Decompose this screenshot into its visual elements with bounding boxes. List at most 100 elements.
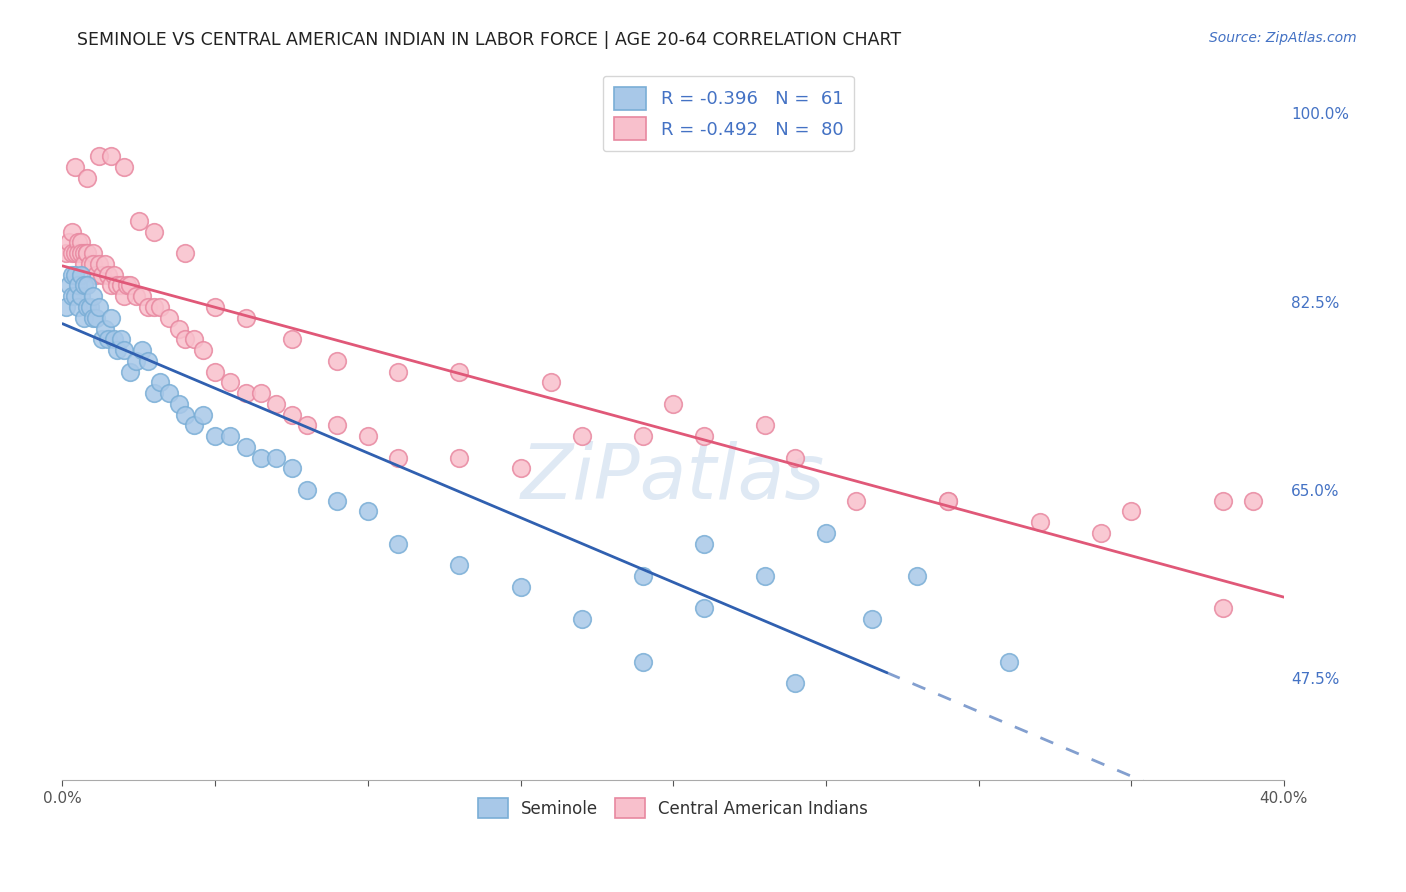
- Point: [509, 461, 531, 475]
- Point: [693, 429, 716, 443]
- Point: [357, 429, 380, 443]
- Point: [66, 278, 89, 293]
- Point: [125, 289, 148, 303]
- Point: [91, 268, 114, 282]
- Point: [143, 386, 166, 401]
- Point: [125, 353, 148, 368]
- Point: [357, 504, 380, 518]
- Point: [149, 376, 172, 390]
- Point: [449, 558, 471, 573]
- Point: [76, 300, 98, 314]
- Point: [100, 310, 122, 325]
- Point: [219, 376, 242, 390]
- Point: [73, 310, 96, 325]
- Text: ZiPatlas: ZiPatlas: [522, 441, 825, 515]
- Point: [785, 676, 807, 690]
- Point: [571, 429, 593, 443]
- Text: SEMINOLE VS CENTRAL AMERICAN INDIAN IN LABOR FORCE | AGE 20-64 CORRELATION CHART: SEMINOLE VS CENTRAL AMERICAN INDIAN IN L…: [77, 31, 901, 49]
- Point: [82, 257, 104, 271]
- Point: [631, 569, 654, 583]
- Point: [173, 246, 195, 260]
- Point: [250, 450, 273, 465]
- Point: [326, 353, 349, 368]
- Point: [60, 268, 83, 282]
- Point: [183, 332, 205, 346]
- Point: [1241, 493, 1264, 508]
- Point: [76, 246, 98, 260]
- Point: [63, 268, 86, 282]
- Point: [449, 365, 471, 379]
- Point: [204, 300, 226, 314]
- Point: [143, 300, 166, 314]
- Point: [82, 246, 104, 260]
- Point: [60, 225, 83, 239]
- Point: [280, 461, 302, 475]
- Point: [118, 365, 141, 379]
- Point: [55, 246, 77, 260]
- Point: [115, 278, 138, 293]
- Point: [84, 268, 107, 282]
- Point: [66, 300, 89, 314]
- Point: [143, 225, 166, 239]
- Point: [69, 289, 91, 303]
- Point: [1212, 601, 1234, 615]
- Point: [131, 343, 153, 357]
- Point: [936, 493, 959, 508]
- Point: [998, 655, 1021, 669]
- Point: [58, 235, 80, 250]
- Point: [89, 300, 111, 314]
- Point: [191, 343, 214, 357]
- Text: Source: ZipAtlas.com: Source: ZipAtlas.com: [1209, 31, 1357, 45]
- Point: [60, 289, 83, 303]
- Point: [631, 655, 654, 669]
- Point: [76, 278, 98, 293]
- Point: [295, 483, 318, 497]
- Point: [167, 321, 190, 335]
- Point: [860, 612, 883, 626]
- Point: [84, 310, 107, 325]
- Point: [73, 246, 96, 260]
- Point: [107, 343, 129, 357]
- Point: [449, 450, 471, 465]
- Point: [128, 214, 150, 228]
- Point: [110, 278, 132, 293]
- Point: [387, 450, 409, 465]
- Point: [97, 332, 120, 346]
- Point: [118, 278, 141, 293]
- Point: [55, 300, 77, 314]
- Point: [100, 149, 122, 163]
- Point: [662, 397, 685, 411]
- Point: [191, 408, 214, 422]
- Point: [295, 418, 318, 433]
- Point: [91, 332, 114, 346]
- Point: [66, 235, 89, 250]
- Point: [693, 536, 716, 550]
- Point: [173, 332, 195, 346]
- Point: [264, 450, 287, 465]
- Point: [73, 257, 96, 271]
- Point: [107, 278, 129, 293]
- Point: [76, 246, 98, 260]
- Point: [1028, 515, 1050, 529]
- Point: [280, 332, 302, 346]
- Point: [69, 235, 91, 250]
- Point: [79, 257, 101, 271]
- Point: [94, 257, 117, 271]
- Point: [814, 525, 837, 540]
- Point: [136, 300, 159, 314]
- Point: [63, 246, 86, 260]
- Point: [387, 365, 409, 379]
- Point: [264, 397, 287, 411]
- Point: [136, 353, 159, 368]
- Point: [82, 289, 104, 303]
- Point: [94, 321, 117, 335]
- Point: [89, 149, 111, 163]
- Point: [60, 246, 83, 260]
- Point: [693, 601, 716, 615]
- Point: [540, 376, 562, 390]
- Point: [250, 386, 273, 401]
- Point: [845, 493, 868, 508]
- Point: [326, 493, 349, 508]
- Point: [326, 418, 349, 433]
- Point: [103, 332, 125, 346]
